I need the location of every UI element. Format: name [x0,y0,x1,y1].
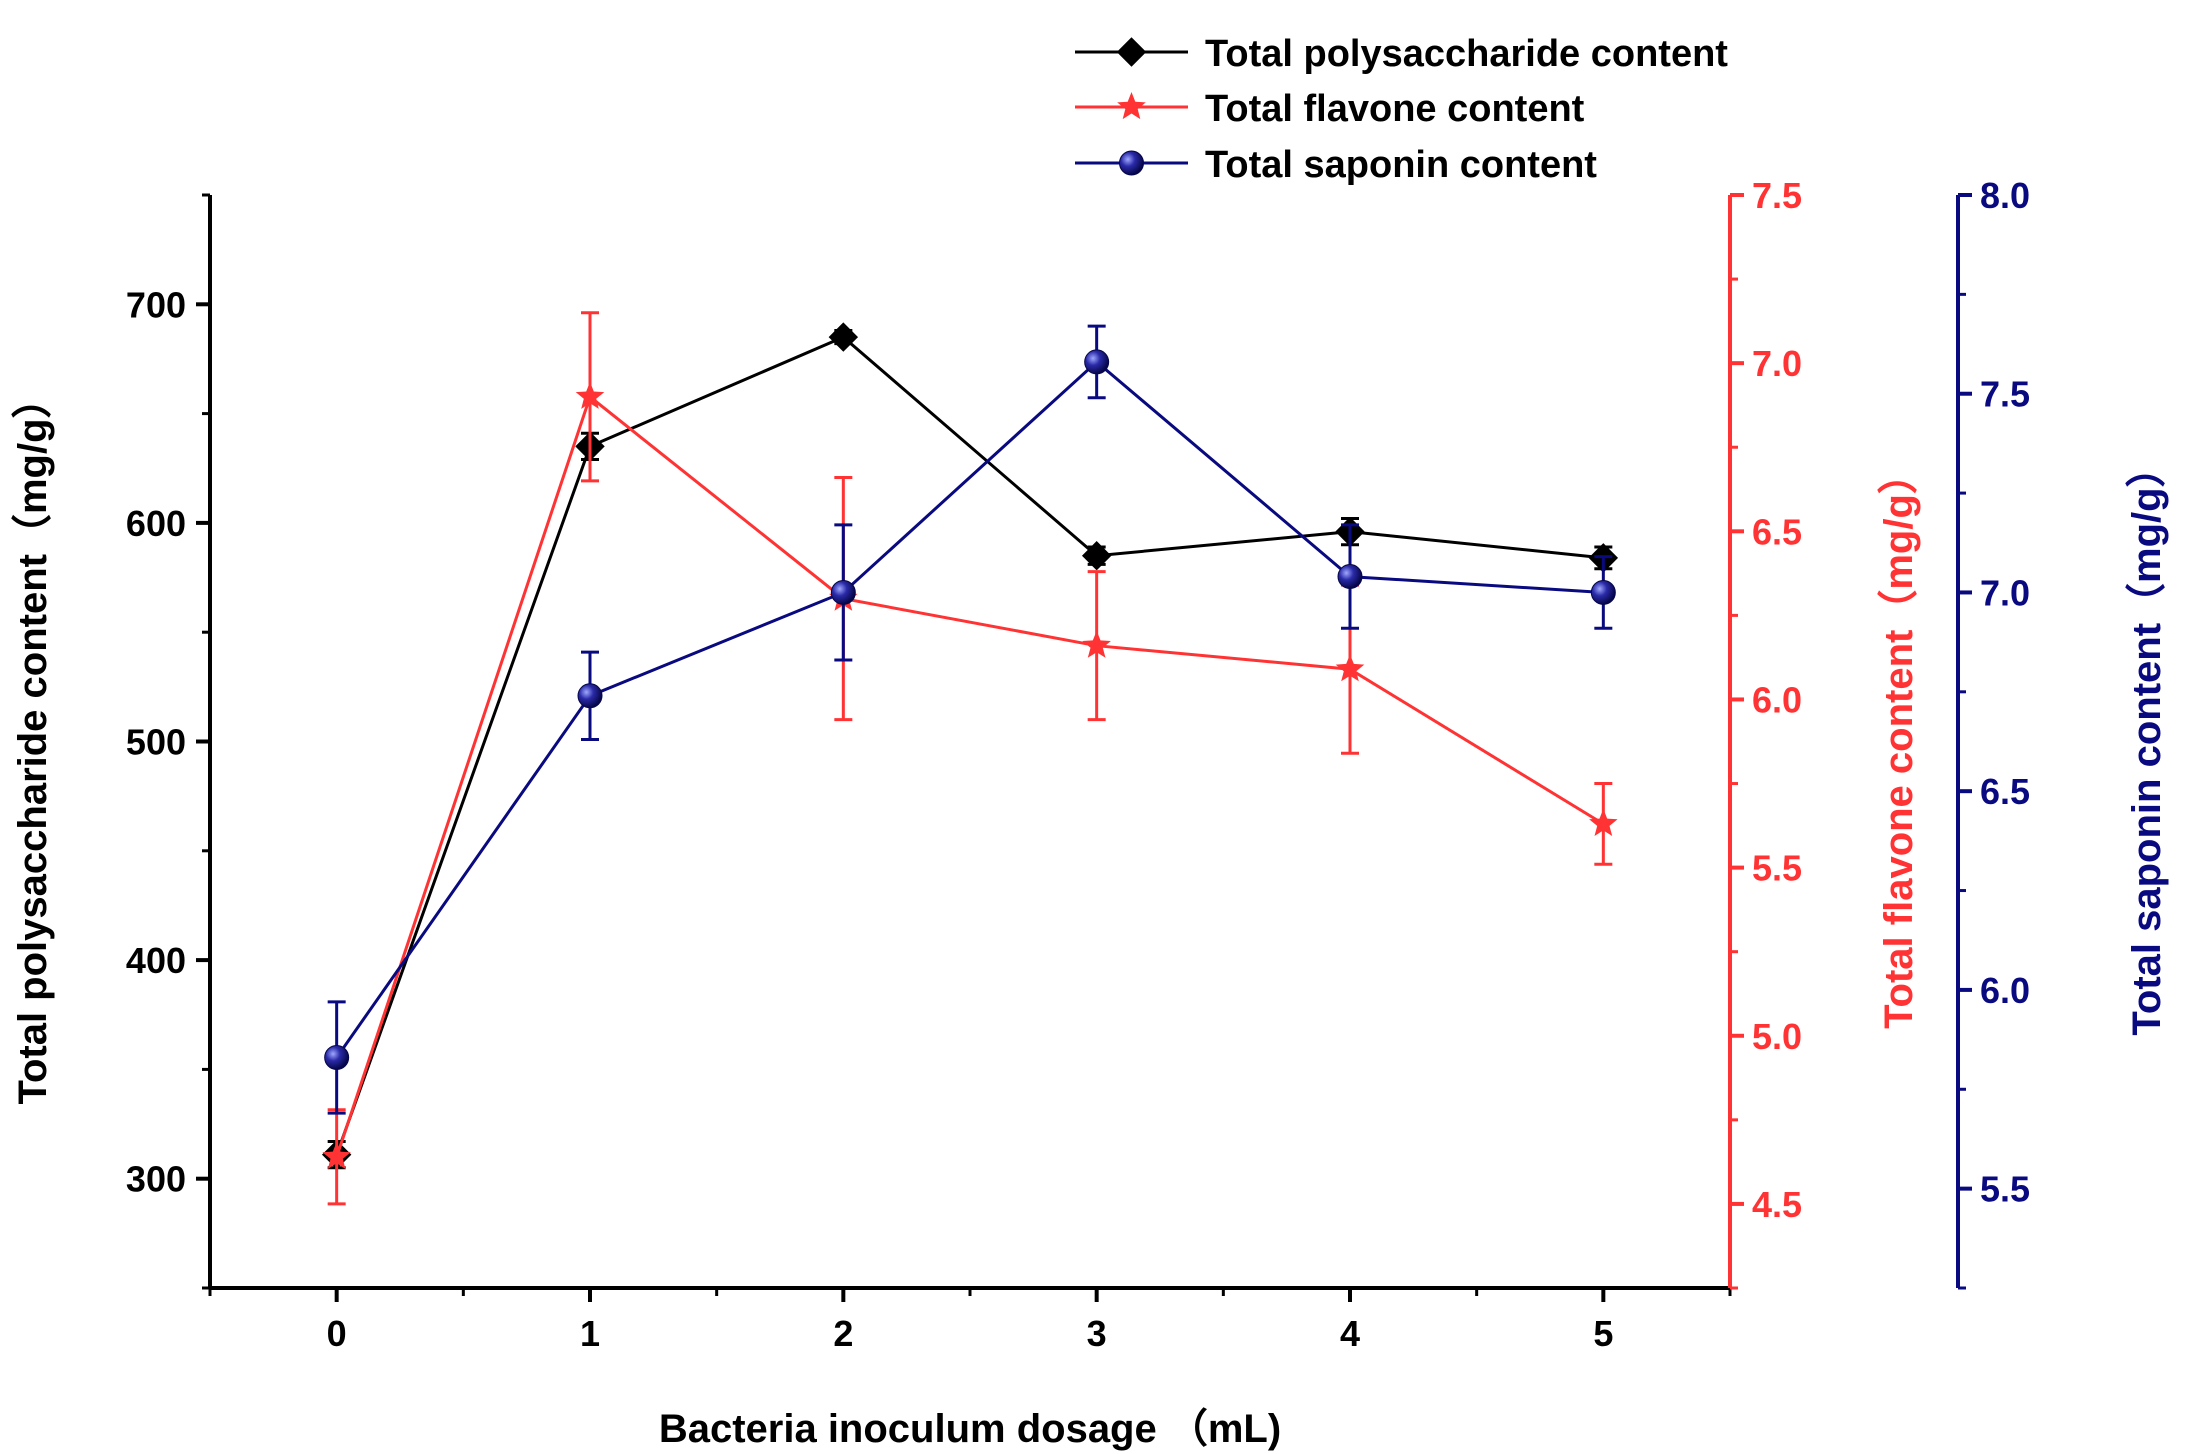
legend-item: Total polysaccharide content [1075,33,1728,75]
legend-item: Total saponin content [1075,144,1597,186]
data-point [1084,349,1110,375]
x-axis-title: Bacteria inoculum dosage （mL) [659,1407,1281,1451]
data-point [1337,564,1363,590]
data-point [1081,540,1112,571]
data-point [324,1044,350,1070]
series-line [335,359,1604,1059]
series-line [335,394,1605,1158]
x-tick-label: 2 [833,1313,853,1354]
legend-marker [1116,37,1147,67]
left-axis-title: Total polysaccharide content（mg/g） [11,378,55,1104]
x-tick-label: 3 [1087,1313,1107,1354]
series-1 [321,322,1619,1170]
legend-marker [1117,92,1146,120]
right1-tick-label: 7.0 [1752,343,1802,384]
data-point [1082,630,1111,658]
right1-tick-label: 4.5 [1752,1184,1802,1225]
x-tick-label: 1 [580,1313,600,1354]
legend-label: Total flavone content [1205,88,1585,130]
right1-tick-label: 6.5 [1752,511,1802,552]
right1-tick-label: 7.5 [1752,175,1802,216]
right2-axis-title: Total saponin content（mg/g） [2125,447,2169,1035]
left-tick-label: 400 [126,940,186,981]
series-3 [324,324,1616,1115]
data-point [575,381,605,409]
left-tick-label: 500 [126,722,186,763]
left-tick-label: 700 [126,284,186,325]
series-layer [321,311,1619,1206]
right1-axis-title: Total flavone content（mg/g） [1877,454,1921,1029]
series-line [335,335,1604,1156]
data-point [1589,808,1618,836]
right1-tick-label: 6.0 [1752,679,1802,720]
data-point [830,579,856,605]
right2-tick-label: 5.5 [1980,1169,2030,1210]
legend-item: Total flavone content [1075,88,1585,130]
right2-tick-label: 6.5 [1980,771,2030,812]
data-point [828,322,859,352]
x-tick-label: 0 [327,1313,347,1354]
right1-tick-label: 5.0 [1752,1016,1802,1057]
data-point [1590,579,1616,605]
data-point [1335,654,1365,682]
x-tick-label: 5 [1593,1313,1613,1354]
right1-tick-label: 5.5 [1752,848,1802,889]
data-point [322,1141,351,1169]
right2-tick-label: 7.5 [1980,374,2030,415]
x-tick-label: 4 [1340,1313,1360,1354]
right2-tick-label: 8.0 [1980,175,2030,216]
data-point [577,683,603,709]
left-tick-label: 600 [126,503,186,544]
legend-label: Total polysaccharide content [1205,33,1728,75]
right2-tick-label: 6.0 [1980,970,2030,1011]
axes-layer: 0 1 2 3 4 5 Bacteria inoculum dosage （mL) 300 40… [11,175,2169,1451]
legend: Total polysaccharide content Total flavon… [1075,33,1728,186]
left-tick-label: 300 [126,1159,186,1200]
series-2 [322,311,1618,1206]
legend-marker [1119,150,1144,176]
right2-tick-label: 7.0 [1980,572,2030,613]
legend-label: Total saponin content [1205,144,1597,186]
